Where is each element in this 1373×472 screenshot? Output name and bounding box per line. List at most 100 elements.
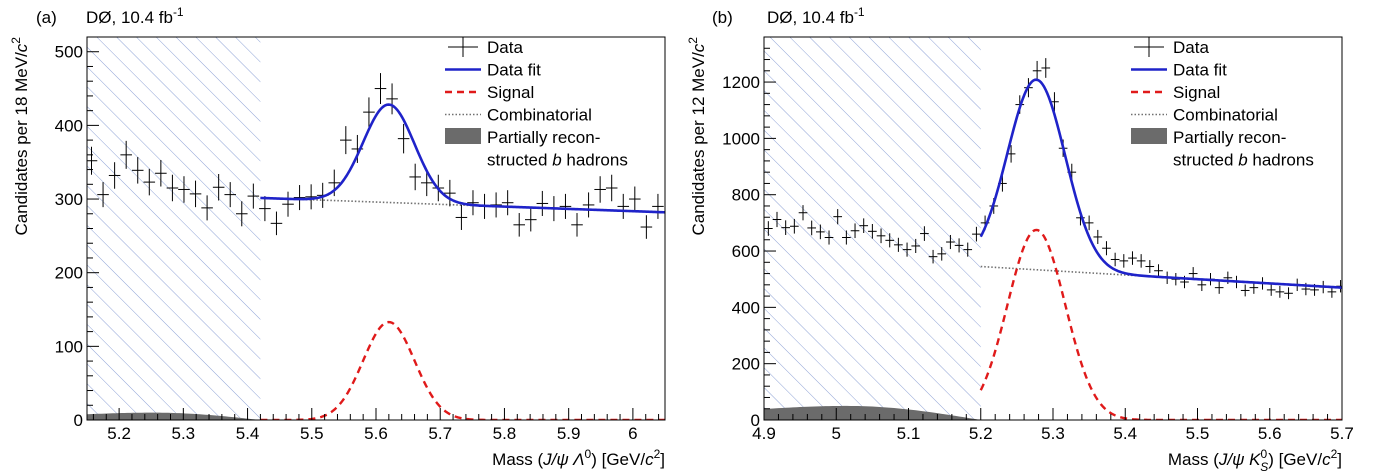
y-tick-label: 800 bbox=[732, 186, 760, 205]
data-point bbox=[640, 215, 653, 239]
x-tick-label: 5.8 bbox=[493, 424, 517, 443]
partial-b-hadrons-area bbox=[87, 412, 261, 420]
signal-curve bbox=[260, 320, 665, 420]
legend-label: Data fit bbox=[487, 61, 541, 80]
data-point bbox=[166, 174, 179, 202]
data-point bbox=[571, 213, 583, 237]
data-point bbox=[282, 191, 294, 217]
y-tick-label: 500 bbox=[55, 43, 83, 62]
data-point bbox=[824, 230, 834, 245]
data-point bbox=[108, 162, 121, 189]
x-tick-label: 5.6 bbox=[364, 424, 388, 443]
x-tick-label: 5.6 bbox=[1258, 424, 1282, 443]
legend-label: Combinatorial bbox=[1173, 106, 1278, 125]
data-point bbox=[876, 228, 886, 244]
data-point bbox=[501, 190, 514, 216]
data-point bbox=[816, 224, 825, 240]
legend-label: Partially recon- bbox=[487, 128, 600, 147]
data-point bbox=[386, 83, 398, 115]
data-point bbox=[1032, 60, 1042, 81]
y-tick-label: 1200 bbox=[722, 73, 760, 92]
y-tick-label: 300 bbox=[55, 190, 83, 209]
y-tick-label: 400 bbox=[55, 116, 83, 135]
legend-label-line2: structed b hadrons bbox=[487, 151, 628, 170]
data-point bbox=[885, 233, 895, 248]
panel-label: (b) bbox=[712, 8, 733, 27]
x-tick-label: 5.5 bbox=[1186, 424, 1210, 443]
data-fit-curve bbox=[260, 103, 665, 214]
data-fit-curve bbox=[979, 78, 1342, 289]
data-point bbox=[340, 126, 352, 155]
data-point bbox=[235, 201, 248, 227]
x-tick-label: 5.2 bbox=[969, 424, 993, 443]
data-point bbox=[1102, 241, 1111, 256]
data-point bbox=[798, 205, 808, 221]
x-tick-label: 5.4 bbox=[236, 424, 260, 443]
data-point bbox=[937, 247, 947, 261]
data-point bbox=[920, 226, 929, 241]
data-point bbox=[617, 193, 630, 219]
data-point bbox=[842, 230, 851, 245]
data-point bbox=[1136, 254, 1146, 268]
legend-item-data: Data bbox=[448, 37, 523, 57]
legend-item-comb: Combinatorial bbox=[1131, 106, 1278, 125]
y-axis-title: Candidates per 18 MeV/c2 bbox=[9, 37, 31, 236]
data-point bbox=[536, 190, 549, 216]
data-point bbox=[1110, 252, 1120, 267]
data-point bbox=[1284, 287, 1293, 300]
data-point bbox=[155, 160, 167, 187]
data-point bbox=[894, 237, 903, 252]
x-tick-label: 5.5 bbox=[300, 424, 324, 443]
plot-area bbox=[764, 37, 1342, 420]
data-point bbox=[97, 182, 109, 208]
y-tick-label: 400 bbox=[732, 298, 760, 317]
data-point bbox=[790, 218, 799, 234]
data-point bbox=[850, 223, 860, 239]
data-point bbox=[902, 242, 912, 257]
data-point bbox=[1214, 281, 1224, 294]
data-point bbox=[1145, 260, 1155, 273]
data-point bbox=[363, 97, 375, 127]
data-point bbox=[911, 238, 921, 254]
y-tick-label: 200 bbox=[732, 355, 760, 374]
y-tick-label: 1000 bbox=[722, 129, 760, 148]
data-point bbox=[946, 234, 955, 250]
panel-label: (a) bbox=[36, 8, 57, 27]
data-point bbox=[963, 242, 973, 257]
y-tick-label: 100 bbox=[55, 337, 83, 356]
panel-a: 5.2 5.3 5.4 5.5 5.6 5.7 5.8 5.9 6 0 100 200 300 400 50… bbox=[9, 5, 666, 469]
legend-label-line2: structed b hadrons bbox=[1173, 151, 1314, 170]
data-point bbox=[178, 176, 190, 203]
legend-item-comb: Combinatorial bbox=[445, 106, 592, 125]
data-point bbox=[1266, 283, 1276, 296]
data-point bbox=[1093, 229, 1103, 244]
legend-label: Signal bbox=[1173, 83, 1220, 102]
y-tick-label: 200 bbox=[55, 264, 83, 283]
y-tick-label: 600 bbox=[732, 242, 760, 261]
data-point bbox=[859, 218, 869, 234]
x-tick-label: 5.3 bbox=[1041, 424, 1065, 443]
data-point bbox=[772, 211, 782, 228]
data-point bbox=[374, 73, 387, 105]
data-point bbox=[259, 196, 271, 222]
legend-item-fit: Data fit bbox=[445, 61, 541, 80]
data-point bbox=[143, 168, 156, 196]
legend-label: Signal bbox=[487, 83, 534, 102]
legend-label: Data fit bbox=[1173, 61, 1227, 80]
y-axis-title: Candidates per 12 MeV/c2 bbox=[686, 37, 708, 236]
data-point bbox=[247, 183, 260, 209]
data-point bbox=[1084, 215, 1094, 231]
data-point bbox=[305, 184, 317, 210]
data-point bbox=[1275, 285, 1285, 298]
legend-label: Data bbox=[487, 38, 523, 57]
data-point bbox=[189, 180, 202, 208]
data-point bbox=[201, 195, 213, 221]
data-point bbox=[1240, 284, 1250, 297]
experiment-label: DØ, 10.4 fb-1 bbox=[86, 5, 184, 27]
legend-item-partial: Partially recon-structed b hadrons bbox=[1131, 128, 1314, 170]
data-point bbox=[972, 226, 981, 242]
legend-label: Partially recon- bbox=[1173, 128, 1286, 147]
excluded-region bbox=[87, 37, 261, 420]
data-point bbox=[524, 207, 537, 232]
